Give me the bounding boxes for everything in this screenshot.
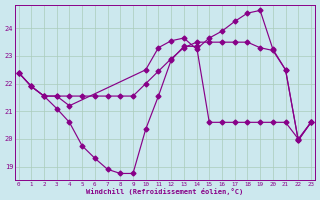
X-axis label: Windchill (Refroidissement éolien,°C): Windchill (Refroidissement éolien,°C)	[86, 188, 244, 195]
